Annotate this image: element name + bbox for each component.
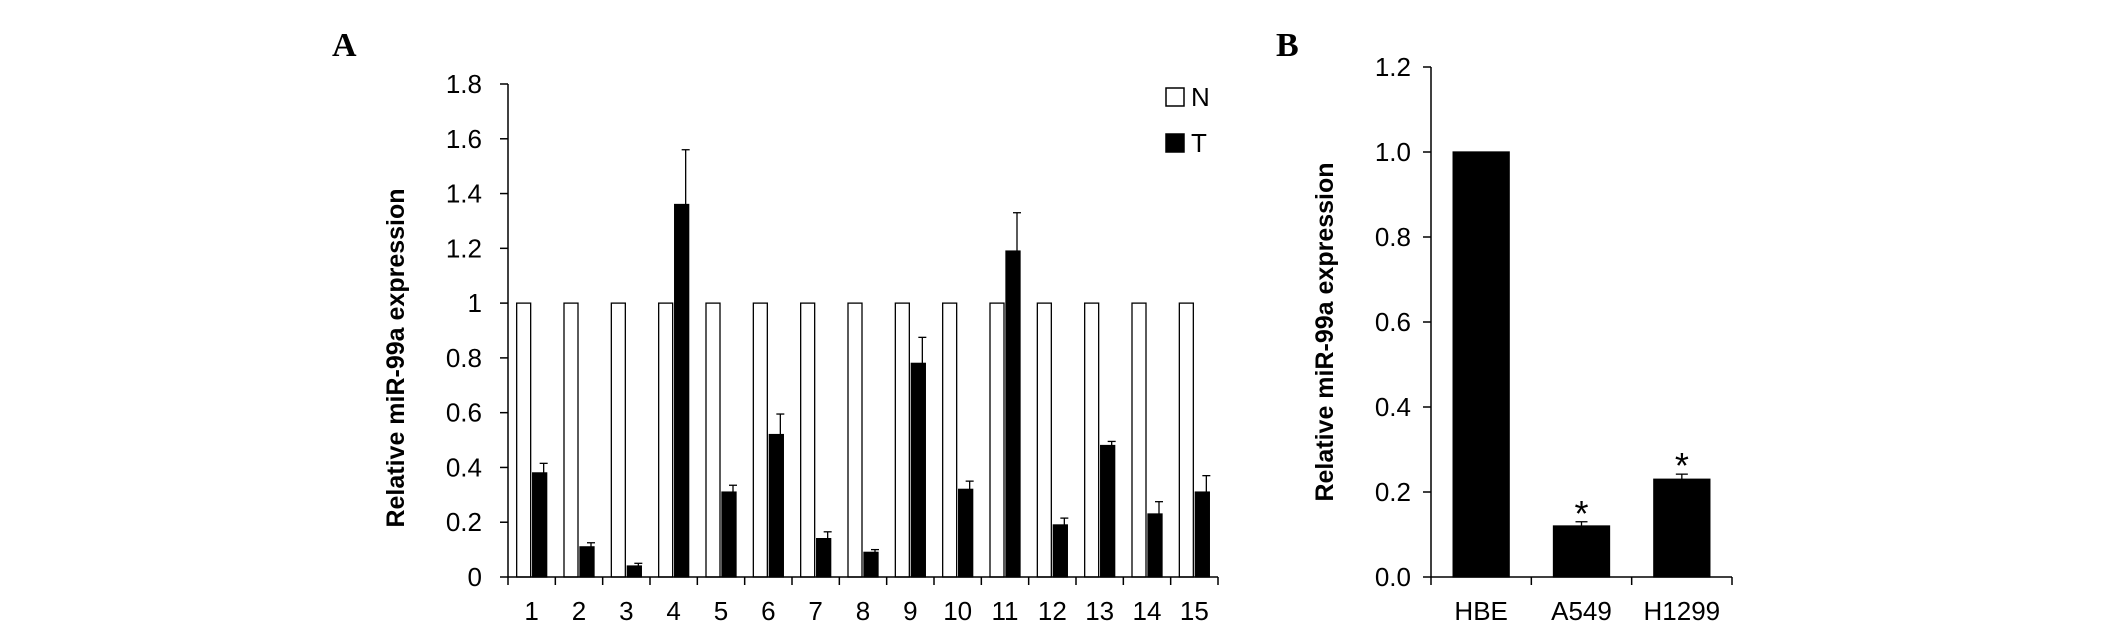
x-tick-label: 10 xyxy=(943,596,972,626)
bar-t xyxy=(768,433,784,578)
panel-a-axes xyxy=(500,83,1219,585)
chart-panel-a: A Relative miR-99a expression 0 0.2 0.4 0.6… xyxy=(332,27,1219,626)
bar-t xyxy=(1100,444,1116,578)
y-tick-label: 0.8 xyxy=(1375,222,1411,252)
x-tick-label: 11 xyxy=(992,596,1019,626)
bar-t xyxy=(721,491,737,578)
bar-t xyxy=(626,565,642,578)
panel-b-significance-marks: ** xyxy=(1574,445,1688,534)
panel-b-y-tick-labels: 0.0 0.2 0.4 0.6 0.8 1.0 1.2 xyxy=(1375,52,1411,592)
legend-swatch-n xyxy=(1165,87,1185,107)
bar-n xyxy=(989,302,1005,578)
panel-a-bars xyxy=(516,203,1210,578)
y-tick-label: 0.2 xyxy=(1375,477,1411,507)
x-tick-label: H1299 xyxy=(1644,596,1721,626)
chart-panel-b: B Relative miR-99a expression 0.00.20.40… xyxy=(1276,27,1733,626)
panel-a-label: A xyxy=(332,27,357,64)
y-tick-label: 1.6 xyxy=(446,124,482,154)
panel-b-label: B xyxy=(1276,27,1299,64)
x-tick-label: 9 xyxy=(903,596,917,626)
y-tick-label: 1.2 xyxy=(1375,52,1411,82)
x-tick-label: 14 xyxy=(1133,596,1162,626)
panel-a-x-tick-labels: 1 2 3 4 5 6 7 8 9 10 11 12 13 14 15 xyxy=(524,596,1208,626)
x-tick-label: 2 xyxy=(572,596,586,626)
bar-n xyxy=(894,302,910,578)
bar-t xyxy=(863,551,879,578)
panel-a-legend: N T xyxy=(1165,82,1210,158)
bar-t xyxy=(1147,513,1163,578)
legend-swatch-t xyxy=(1165,133,1185,153)
bar-n xyxy=(1084,302,1100,578)
x-tick-label: 15 xyxy=(1180,596,1209,626)
bar-t xyxy=(816,538,832,578)
bar-n xyxy=(1131,302,1147,578)
panel-b-bars xyxy=(1452,151,1711,578)
x-tick-label: HBE xyxy=(1454,596,1507,626)
panel-a-y-axis-label: Relative miR-99a expression xyxy=(382,188,410,527)
y-tick-label: 1.0 xyxy=(1375,137,1411,167)
significance-asterisk: * xyxy=(1574,493,1588,534)
bar-n xyxy=(610,302,626,578)
y-tick-label: 0.0 xyxy=(1375,562,1411,592)
panel-b-axes xyxy=(1423,66,1733,585)
x-tick-label: 5 xyxy=(714,596,728,626)
bar-t xyxy=(579,546,595,578)
bar xyxy=(1552,525,1611,578)
x-tick-label: 8 xyxy=(856,596,870,626)
legend-label-n: N xyxy=(1191,82,1210,112)
y-tick-label: 1 xyxy=(468,288,482,318)
y-tick-label: 0.4 xyxy=(446,452,482,482)
panel-a-error-bars xyxy=(539,149,1211,567)
x-tick-label: 3 xyxy=(619,596,633,626)
y-tick-label: 0.6 xyxy=(1375,307,1411,337)
bar-n xyxy=(847,302,863,578)
x-tick-label: 13 xyxy=(1085,596,1114,626)
bar-t xyxy=(1052,524,1068,578)
x-tick-label: 12 xyxy=(1038,596,1067,626)
bar-n xyxy=(563,302,579,578)
bar-n xyxy=(942,302,958,578)
bar-t xyxy=(532,472,548,578)
y-tick-label: 1.8 xyxy=(446,69,482,99)
panel-b-error-bars xyxy=(1575,473,1688,526)
bar-t xyxy=(674,203,690,578)
y-tick-label: 0 xyxy=(468,562,482,592)
panel-b-x-tick-labels: HBE A549 H1299 xyxy=(1454,596,1720,626)
bar-n xyxy=(516,302,532,578)
y-tick-label: 0.8 xyxy=(446,343,482,373)
y-tick-label: 1.2 xyxy=(446,233,482,263)
bar-t xyxy=(1005,250,1021,578)
bar-n xyxy=(705,302,721,578)
x-tick-label: A549 xyxy=(1551,596,1612,626)
bar-n xyxy=(658,302,674,578)
panel-a-y-tick-labels: 0 0.2 0.4 0.6 0.8 1 1.2 1.4 1.6 1.8 xyxy=(446,69,482,592)
significance-asterisk: * xyxy=(1675,445,1689,486)
bar xyxy=(1653,478,1711,578)
bar-t xyxy=(1194,491,1210,578)
x-tick-label: 6 xyxy=(761,596,775,626)
x-tick-label: 4 xyxy=(666,596,680,626)
x-tick-label: 1 xyxy=(524,596,538,626)
bar-n xyxy=(1178,302,1194,578)
y-tick-label: 0.4 xyxy=(1375,392,1411,422)
bar xyxy=(1452,151,1510,578)
y-tick-label: 1.4 xyxy=(446,179,482,209)
panel-b-y-axis-label: Relative miR-99a expression xyxy=(1311,162,1339,501)
x-tick-label: 7 xyxy=(808,596,822,626)
y-tick-label: 0.2 xyxy=(446,507,482,537)
bar-n xyxy=(752,302,768,578)
y-tick-label: 0.6 xyxy=(446,398,482,428)
bar-n xyxy=(800,302,816,578)
bar-n xyxy=(1036,302,1052,578)
legend-label-t: T xyxy=(1191,128,1207,158)
bar-t xyxy=(958,488,974,578)
bar-t xyxy=(910,362,926,578)
